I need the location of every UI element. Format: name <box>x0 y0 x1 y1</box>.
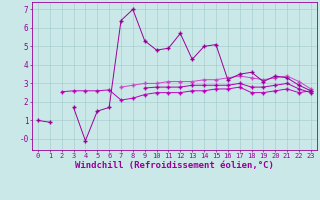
X-axis label: Windchill (Refroidissement éolien,°C): Windchill (Refroidissement éolien,°C) <box>75 161 274 170</box>
